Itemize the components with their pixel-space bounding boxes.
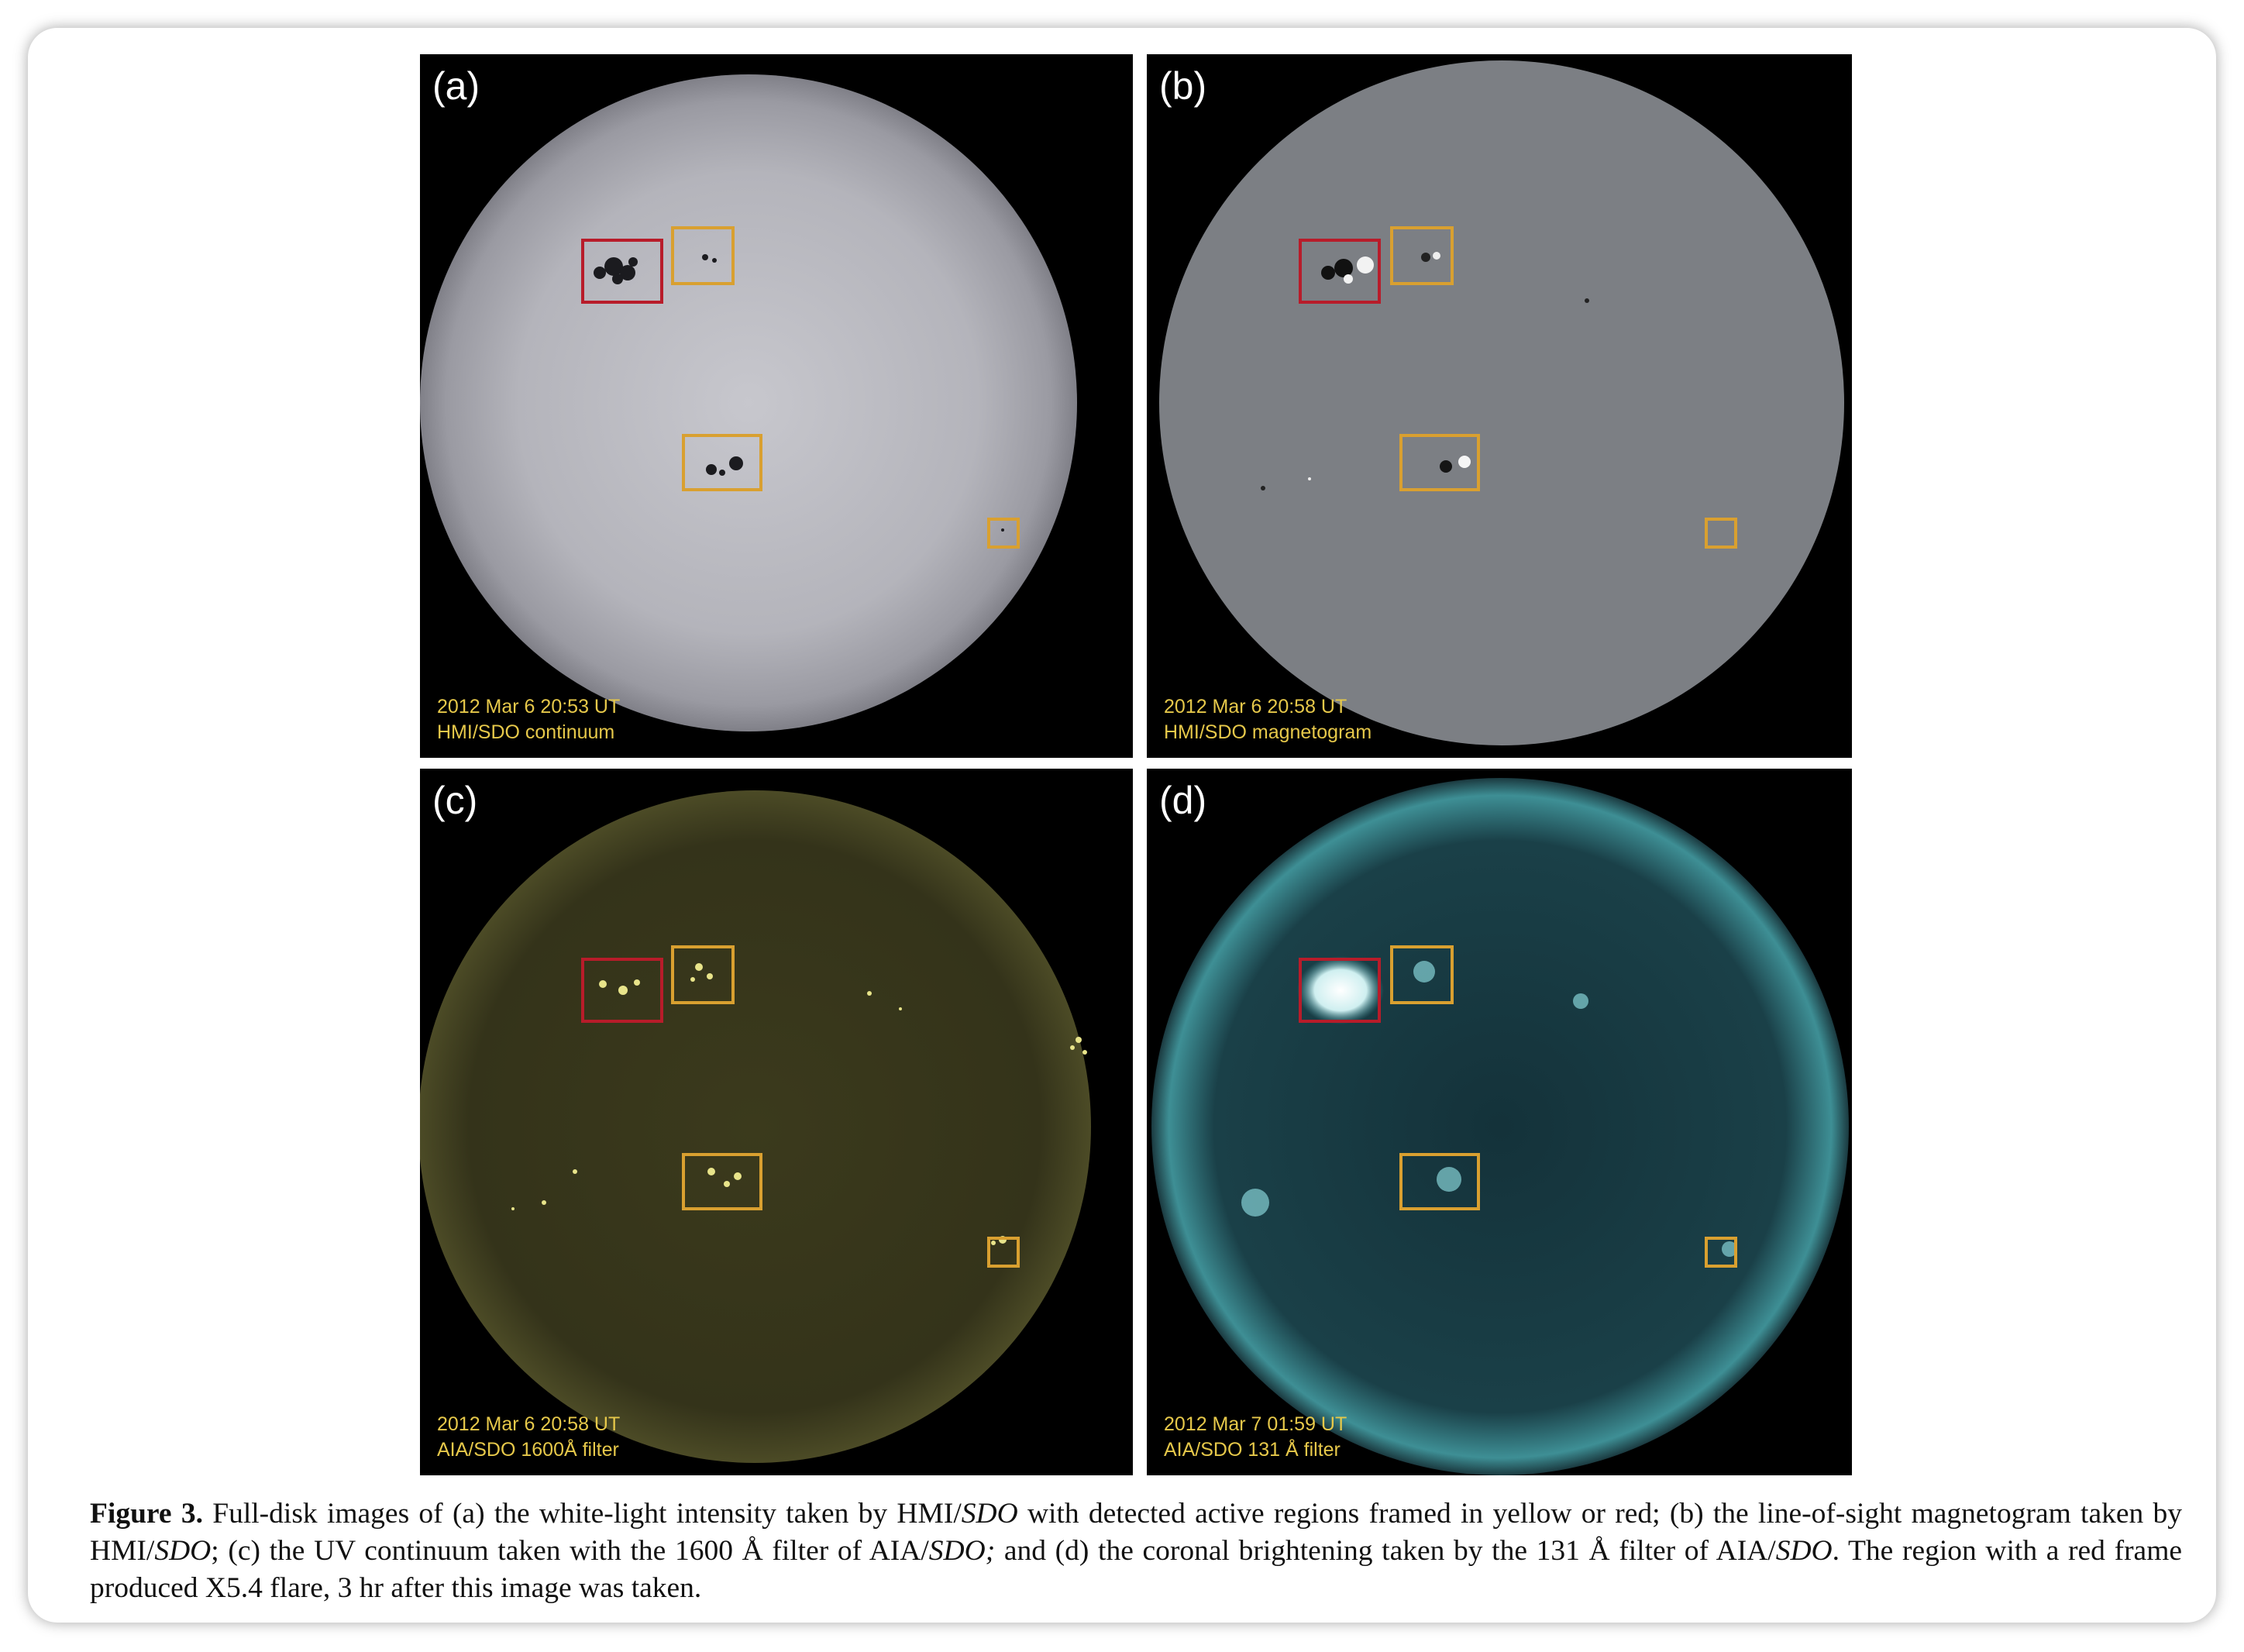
panel-c-uv-image: (c) 2012 Mar 6 20:58 UT AIA/SDO 1600Å fi… — [420, 769, 1133, 1475]
panel-label: (a) — [432, 64, 480, 108]
sun-disk — [420, 74, 1077, 731]
yellow-frame — [1390, 945, 1454, 1004]
sun-disk — [420, 790, 1091, 1463]
caption-text: . The region with a red frame produced X… — [90, 1535, 2183, 1604]
instrument-label: HMI/SDO magnetogram — [1164, 721, 1372, 743]
yellow-frame — [987, 1237, 1020, 1268]
instrument-label: AIA/SDO 1600Å filter — [437, 1439, 619, 1461]
figure-label: Figure 3. — [90, 1498, 203, 1530]
instrument-label: HMI/SDO continuum — [437, 721, 615, 743]
continuum-disk-graphic — [420, 74, 1077, 731]
caption-text: with detected active regions framed in y… — [90, 1498, 2183, 1567]
panel-timestamp: 2012 Mar 6 20:53 UT HMI/SDO continuum — [437, 694, 620, 745]
yellow-frame — [1390, 226, 1454, 285]
red-frame — [1299, 958, 1381, 1023]
sun-disk — [1151, 778, 1849, 1475]
observation-date: 2012 Mar 6 20:53 UT — [437, 696, 621, 718]
yellow-frame — [1705, 1237, 1737, 1268]
uv-disk-graphic — [420, 790, 1091, 1463]
yellow-frame — [1399, 434, 1480, 491]
observation-date: 2012 Mar 7 01:59 UT — [1164, 1413, 1347, 1435]
panel-timestamp: 2012 Mar 7 01:59 UT AIA/SDO 131 Å filter — [1164, 1412, 1347, 1463]
panel-label: (b) — [1159, 64, 1207, 108]
flare-brightening — [1297, 956, 1384, 1024]
active-region-brightenings — [1241, 961, 1737, 1257]
observation-date: 2012 Mar 6 20:58 UT — [437, 1413, 621, 1435]
instrument-label: AIA/SDO 131 Å filter — [1164, 1439, 1341, 1461]
red-frame — [1299, 239, 1381, 304]
yellow-frame — [1399, 1153, 1480, 1210]
panel-timestamp: 2012 Mar 6 20:58 UT HMI/SDO magnetogram — [1164, 694, 1372, 745]
caption-text: ; (c) the UV continuum taken with the 16… — [211, 1535, 929, 1567]
panel-b-magnetogram-image: (b) 2012 Mar 6 20:58 UT HMI/SDO magnetog… — [1147, 54, 1852, 758]
yellow-frame — [1705, 518, 1737, 549]
red-frame — [581, 239, 663, 304]
coronal-disk-graphic — [1151, 778, 1849, 1475]
figure-caption: Figure 3. Full-disk images of (a) the wh… — [90, 1495, 2182, 1607]
panel-label: (c) — [432, 779, 478, 822]
caption-text: and (d) the coronal brightening taken by… — [995, 1535, 1776, 1567]
magnetic-polarities — [1261, 252, 1589, 490]
panel-a-continuum-image: (a) 2012 Mar 6 20:53 UT HMI/SDO continuu… — [420, 54, 1133, 758]
yellow-frame — [682, 434, 762, 491]
sun-disk — [1159, 60, 1844, 745]
caption-emphasis: SDO — [1775, 1535, 1833, 1567]
panel-d-coronal-image: (d) 2012 Mar 7 01:59 UT AIA/SDO 131 Å fi… — [1147, 769, 1852, 1475]
magnetogram-disk-graphic — [1159, 60, 1844, 745]
panel-label: (d) — [1159, 779, 1207, 822]
panel-timestamp: 2012 Mar 6 20:58 UT AIA/SDO 1600Å filter — [437, 1412, 620, 1463]
observation-date: 2012 Mar 6 20:58 UT — [1164, 696, 1347, 718]
yellow-frame — [671, 226, 735, 285]
caption-emphasis: SDO — [961, 1498, 1018, 1530]
yellow-frame — [671, 945, 735, 1004]
caption-emphasis: SDO; — [928, 1535, 996, 1567]
caption-text: Full-disk images of (a) the white-light … — [202, 1498, 962, 1530]
yellow-frame — [987, 518, 1020, 549]
caption-emphasis: SDO — [154, 1535, 212, 1567]
bright-plage — [511, 963, 1087, 1245]
red-frame — [581, 958, 663, 1023]
sunspots — [594, 254, 1004, 532]
yellow-frame — [682, 1153, 762, 1210]
